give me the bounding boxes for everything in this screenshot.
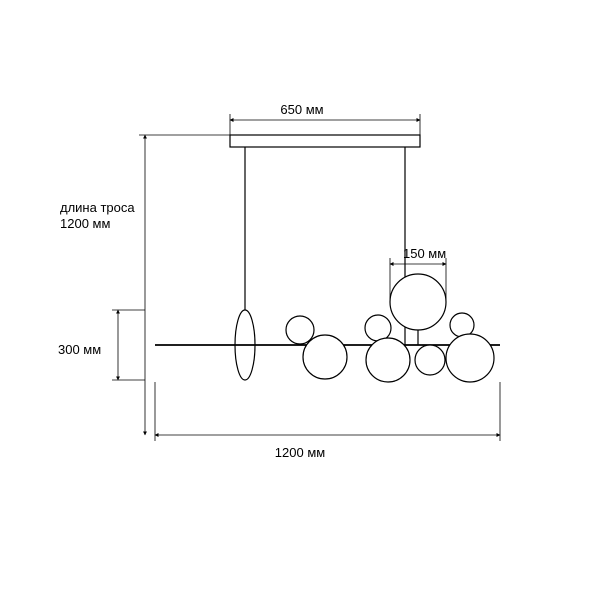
label-cable-length-2: 1200 мм (60, 216, 110, 231)
label-top-width: 650 мм (280, 102, 323, 117)
technical-diagram (0, 0, 600, 600)
label-total-width: 1200 мм (275, 445, 325, 460)
label-bulb-diameter: 150 мм (403, 246, 446, 261)
label-height: 300 мм (58, 342, 101, 357)
label-cable-length-1: длина троса (60, 200, 135, 215)
